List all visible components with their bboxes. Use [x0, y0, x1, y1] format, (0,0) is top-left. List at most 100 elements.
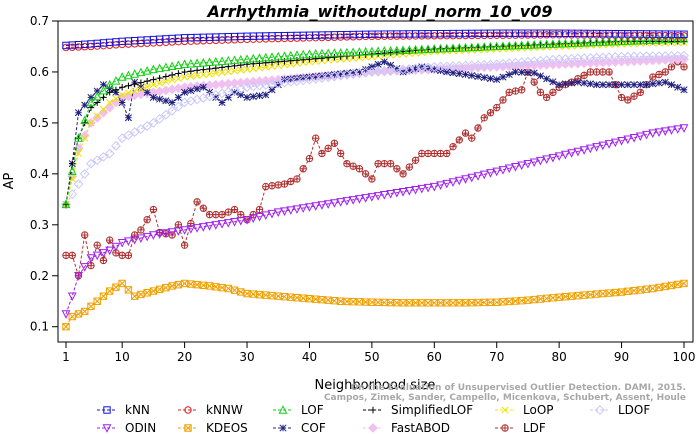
data-point: [430, 149, 439, 158]
data-point: [398, 45, 408, 54]
series-line: [65, 55, 685, 205]
data-point: [630, 81, 638, 89]
data-point: [230, 218, 239, 227]
legend-item-knnw: kNNW: [178, 403, 243, 417]
data-point: [567, 149, 577, 158]
data-point: [123, 130, 134, 141]
data-point: [137, 226, 145, 234]
data-point: [586, 290, 595, 299]
data-point: [573, 147, 583, 157]
data-point: [493, 76, 501, 84]
data-point: [386, 190, 396, 199]
data-point: [330, 139, 339, 147]
data-point: [679, 124, 689, 133]
data-point: [162, 78, 170, 86]
data-point: [630, 286, 638, 295]
data-point: [155, 63, 165, 73]
data-point: [492, 167, 502, 177]
data-point: [274, 62, 282, 70]
legend-label: LDF: [523, 421, 546, 434]
data-point: [680, 279, 688, 288]
data-point: [629, 133, 639, 143]
x-tick-label: 20: [177, 350, 192, 364]
data-point: [237, 91, 245, 99]
data-point: [336, 149, 345, 158]
data-point: [199, 71, 207, 79]
data-point: [617, 93, 626, 102]
series-odin: [61, 124, 689, 319]
data-point: [636, 286, 645, 294]
data-point: [143, 83, 151, 91]
data-point: [99, 249, 108, 258]
data-point: [474, 72, 482, 81]
data-point: [324, 296, 332, 304]
data-point: [336, 198, 346, 207]
data-point: [136, 234, 146, 243]
x-tick-label: 1: [62, 350, 70, 364]
data-point: [405, 163, 414, 171]
data-point: [324, 54, 332, 61]
data-point: [104, 148, 115, 159]
x-tick-label: 100: [673, 350, 696, 364]
data-point: [610, 138, 620, 148]
data-point: [61, 310, 71, 319]
data-point: [404, 45, 414, 54]
data-point: [111, 140, 121, 151]
data-point: [181, 88, 189, 96]
data-point: [93, 87, 101, 95]
data-point: [667, 34, 676, 44]
data-point: [149, 287, 158, 295]
data-point: [218, 68, 226, 77]
chart-title: Arrhythmia_withoutdupl_norm_10_v09: [206, 2, 553, 21]
data-point: [74, 272, 83, 281]
data-point: [374, 60, 382, 68]
data-point: [87, 93, 95, 101]
data-point: [211, 221, 221, 230]
legend-label: LoOP: [523, 403, 554, 417]
data-point: [418, 149, 426, 158]
data-point: [180, 59, 190, 69]
data-point: [655, 70, 663, 79]
data-point: [255, 205, 264, 214]
data-point: [311, 48, 321, 58]
x-tick-label: 30: [239, 350, 254, 364]
data-point: [642, 35, 651, 45]
data-point: [87, 302, 95, 311]
data-point: [162, 97, 170, 105]
data-point: [412, 65, 420, 73]
data-point: [511, 87, 520, 95]
data-point: [142, 121, 153, 131]
plot-area-frame: [57, 20, 694, 343]
data-point: [224, 208, 233, 216]
data-point: [305, 49, 314, 58]
legend-marker: [103, 406, 111, 414]
legend-marker: [595, 405, 605, 415]
data-point: [379, 191, 389, 200]
data-point: [436, 149, 445, 158]
legend-label: ODIN: [125, 421, 156, 434]
data-point: [499, 298, 507, 306]
data-point: [262, 63, 270, 71]
data-point: [167, 228, 177, 237]
data-point: [349, 162, 357, 170]
data-point: [654, 34, 664, 44]
legend-item-fastabod: FastABOD: [363, 421, 450, 434]
data-point: [542, 155, 552, 164]
data-point: [262, 91, 270, 99]
legend-label: COF: [301, 421, 326, 434]
data-point: [318, 72, 326, 80]
data-point: [574, 78, 582, 86]
data-point: [549, 88, 557, 96]
data-point: [592, 68, 601, 76]
data-point: [455, 70, 463, 78]
data-point: [73, 143, 84, 154]
x-tick-label: 60: [427, 350, 442, 364]
data-point: [211, 56, 221, 66]
data-point: [242, 54, 252, 63]
data-point: [187, 72, 195, 80]
data-point: [160, 109, 171, 120]
data-point: [150, 76, 157, 83]
data-point: [536, 295, 545, 303]
data-point: [598, 141, 608, 151]
data-point: [287, 177, 295, 186]
